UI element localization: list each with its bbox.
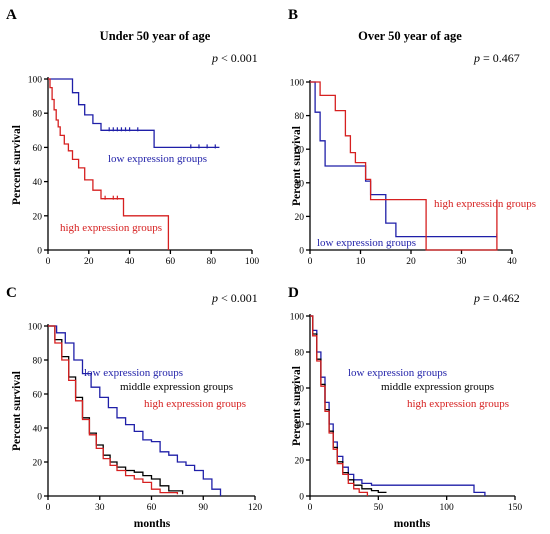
panel-a-x-tick-label: 20 xyxy=(84,257,94,267)
panel-b-x-tick-label: 10 xyxy=(356,257,366,267)
panel-d-y-tick-label: 80 xyxy=(295,349,305,359)
p-italic: p xyxy=(211,291,218,305)
p-value-text: = 0.462 xyxy=(480,291,520,305)
panel-b-p-value: p = 0.467 xyxy=(473,51,520,65)
panel-a: A Under 50 year of age p < 0.001 Percent… xyxy=(6,7,259,267)
p-value-text: = 0.467 xyxy=(480,51,520,65)
panel-a-legend-high: high expression groups xyxy=(60,222,162,234)
panel-b-x-tick-label: 40 xyxy=(507,257,517,267)
panel-d-x-tick-label: 100 xyxy=(440,503,455,513)
panel-d-series-2-line xyxy=(310,315,387,494)
p-italic: p xyxy=(473,51,480,65)
panel-c-x-tick-label: 120 xyxy=(248,503,263,513)
panel-letter-b: B xyxy=(288,7,298,23)
panel-b-legend-low: low expression groups xyxy=(317,237,416,249)
panel-c-x-tick-label: 0 xyxy=(46,503,51,513)
panel-c-x-tick-label: 60 xyxy=(147,503,157,513)
panel-d-legend-high: high expression groups xyxy=(407,398,509,410)
panel-d-y-tick-label: 0 xyxy=(299,493,304,503)
panel-a-y-tick-label: 20 xyxy=(33,212,43,222)
panel-a-ylabel: Percent survival xyxy=(11,125,23,205)
panel-b-ylabel: Percent survival xyxy=(291,126,303,206)
panel-a-y-tick-label: 80 xyxy=(33,110,43,120)
panel-b-y-tick-label: 100 xyxy=(290,79,305,89)
panel-c-x-tick-label: 90 xyxy=(199,503,209,513)
panel-d-y-tick-label: 20 xyxy=(295,457,305,467)
panel-c-legend-middle: middle expression groups xyxy=(120,381,233,393)
panel-c-y-tick-label: 20 xyxy=(33,459,43,469)
panel-a-x-tick-label: 80 xyxy=(206,257,216,267)
p-value-text: < 0.001 xyxy=(218,291,258,305)
panel-d-x-tick-label: 0 xyxy=(308,503,313,513)
panel-b-y-tick-label: 20 xyxy=(295,213,305,223)
panel-c-y-tick-label: 0 xyxy=(37,493,42,503)
panel-b-x-tick-label: 0 xyxy=(308,257,313,267)
panel-b: B Over 50 year of age p = 0.467 Percent … xyxy=(288,7,536,267)
panel-a-legend-low: low expression groups xyxy=(108,153,207,165)
panel-d: D p = 0.462 Percent survival months low … xyxy=(288,285,522,530)
panel-b-x-tick-label: 20 xyxy=(406,257,416,267)
panel-d-legend-middle: middle expression groups xyxy=(381,381,494,393)
p-italic: p xyxy=(211,51,218,65)
panel-a-y-tick-label: 40 xyxy=(33,178,43,188)
panel-a-y-tick-label: 60 xyxy=(33,144,43,154)
panel-d-y-tick-label: 60 xyxy=(295,385,305,395)
panel-b-y-tick-label: 60 xyxy=(295,146,305,156)
panel-c: C p < 0.001 Percent survival months low … xyxy=(6,285,262,530)
panel-a-x-tick-label: 60 xyxy=(166,257,176,267)
panel-c-y-tick-label: 100 xyxy=(28,323,43,333)
panel-c-legend-low: low expression groups xyxy=(84,367,183,379)
panel-b-legend-high: high expression groups xyxy=(434,198,536,210)
panel-b-series-1-line xyxy=(310,81,497,238)
panel-a-x-tick-label: 100 xyxy=(245,257,260,267)
panel-d-series-3-line xyxy=(310,315,369,496)
panel-c-legend-high: high expression groups xyxy=(144,398,246,410)
panel-d-y-tick-label: 100 xyxy=(290,313,305,323)
panel-a-y-tick-label: 100 xyxy=(28,76,43,86)
panel-c-series-3-line xyxy=(48,325,179,495)
p-value-text: < 0.001 xyxy=(218,51,258,65)
panel-b-y-tick-label: 40 xyxy=(295,179,305,189)
panel-a-x-tick-label: 0 xyxy=(46,257,51,267)
panel-c-series-2-line xyxy=(48,325,184,495)
panel-letter-c: C xyxy=(6,285,17,301)
p-italic: p xyxy=(473,291,480,305)
panel-c-p-value: p < 0.001 xyxy=(211,291,258,305)
panel-c-series-1-line xyxy=(48,325,222,496)
panel-d-legend-low: low expression groups xyxy=(348,367,447,379)
panel-b-y-tick-label: 80 xyxy=(295,112,305,122)
panel-a-title: Under 50 year of age xyxy=(100,29,211,43)
panel-letter-a: A xyxy=(6,7,17,23)
panel-a-p-value: p < 0.001 xyxy=(211,51,258,65)
panel-b-x-tick-label: 30 xyxy=(457,257,467,267)
panel-c-ylabel: Percent survival xyxy=(11,371,23,451)
panel-a-series-2-line xyxy=(48,78,170,250)
panel-d-x-tick-label: 150 xyxy=(508,503,523,513)
panel-a-x-tick-label: 40 xyxy=(125,257,135,267)
panel-c-x-tick-label: 30 xyxy=(95,503,105,513)
panel-a-series-1-line xyxy=(48,78,220,149)
panel-letter-d: D xyxy=(288,285,299,301)
panel-d-x-tick-label: 50 xyxy=(374,503,384,513)
panel-b-y-tick-label: 0 xyxy=(299,247,304,257)
panel-d-ylabel: Percent survival xyxy=(291,366,303,446)
panel-c-y-tick-label: 80 xyxy=(33,357,43,367)
panel-d-xlabel: months xyxy=(394,518,431,530)
panel-d-y-tick-label: 40 xyxy=(295,421,305,431)
panel-a-y-tick-label: 0 xyxy=(37,247,42,257)
panel-c-y-tick-label: 60 xyxy=(33,391,43,401)
panel-b-title: Over 50 year of age xyxy=(358,29,462,43)
panel-b-series-2-line xyxy=(310,81,498,251)
panel-c-y-tick-label: 40 xyxy=(33,425,43,435)
panel-c-xlabel: months xyxy=(134,518,171,530)
panel-d-p-value: p = 0.462 xyxy=(473,291,520,305)
